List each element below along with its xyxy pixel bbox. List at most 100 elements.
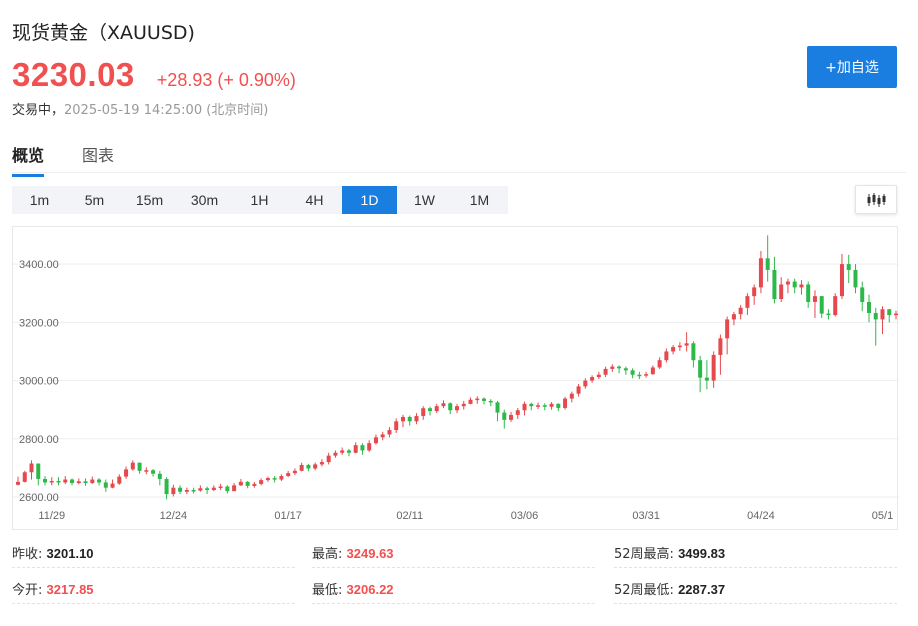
candle-body (171, 487, 176, 495)
candle-body (49, 480, 54, 483)
candle-body (29, 463, 34, 473)
candle-body (455, 406, 459, 411)
period-selector: 1m 5m 15m 30m 1H 4H 1D 1W 1M (12, 186, 508, 214)
price-chart[interactable]: 2600.00 2800.00 3000.00 3200.00 3400.00 11/29… (12, 226, 899, 530)
candle-body (56, 480, 61, 483)
tabs-divider (12, 172, 906, 173)
candle-body (738, 307, 743, 315)
candle-body (299, 464, 304, 471)
candlestick-chart: 2600.00 2800.00 3000.00 3200.00 3400.00 11/29… (13, 235, 899, 522)
candle-body (137, 462, 142, 471)
y-tick-label: 3400.00 (19, 259, 59, 271)
candle-body (360, 445, 365, 451)
x-tick-label: 03/31 (632, 510, 660, 522)
candle-body (43, 478, 48, 483)
candle-body (36, 463, 41, 479)
candle-body (407, 416, 412, 422)
candle-body (799, 284, 804, 288)
candle-body (340, 450, 345, 453)
trading-state: 交易中， (12, 103, 65, 118)
candle-body (684, 343, 689, 346)
stat-value: 2287.37 (678, 582, 726, 597)
candle-body (333, 452, 338, 456)
candle-body (90, 479, 95, 484)
candle-body (785, 281, 790, 285)
period-5m[interactable]: 5m (84, 192, 105, 208)
tab-overview[interactable]: 概览 (12, 142, 45, 177)
candle-body (819, 296, 824, 314)
candle-body (22, 472, 27, 482)
candle-body (265, 478, 270, 481)
candle-body (779, 284, 784, 300)
candle-body (245, 481, 250, 486)
candle-body (650, 367, 655, 375)
candle-body (313, 464, 318, 469)
candle-body (252, 483, 257, 486)
chart-type-button[interactable] (855, 185, 897, 214)
candle-body (164, 478, 169, 495)
candle-body (448, 403, 453, 411)
candle-body (475, 398, 480, 401)
candle-body (887, 309, 892, 316)
candle-body (259, 480, 264, 484)
candle-body (286, 473, 291, 477)
period-1m[interactable]: 1m (29, 192, 50, 208)
period-1d[interactable]: 1D (342, 186, 397, 214)
candle-body (806, 284, 811, 302)
candle-body (617, 366, 622, 369)
candle-body (671, 347, 676, 352)
candle-body (124, 469, 129, 477)
candle-body (752, 287, 757, 297)
period-1w[interactable]: 1W (414, 192, 435, 208)
candle-body (698, 360, 703, 378)
candle-body (97, 479, 102, 483)
price-change: +28.93 (+ 0.90%) (156, 70, 296, 90)
candle-body (846, 264, 851, 270)
candle-body (873, 313, 878, 320)
period-30m[interactable]: 30m (190, 192, 219, 208)
candle-body (556, 403, 561, 408)
candle-body (232, 485, 237, 492)
period-4h[interactable]: 4H (305, 192, 324, 208)
candle-body (205, 488, 210, 491)
candle-body (610, 366, 615, 369)
candle-body (522, 403, 527, 411)
candle-body (394, 421, 399, 431)
period-1mo[interactable]: 1M (469, 192, 490, 208)
y-tick-label: 3000.00 (19, 376, 59, 388)
candle-body (488, 400, 493, 403)
candle-body (596, 374, 601, 378)
candle-body (569, 393, 574, 399)
stat-high: 最高: 3249.63 (312, 540, 595, 568)
candle-body (157, 473, 162, 479)
candle-body (515, 410, 520, 415)
candle-body (225, 486, 230, 492)
y-tick-label: 2800.00 (19, 434, 59, 446)
add-to-watchlist-button[interactable]: +加自选 (807, 46, 897, 88)
candle-body (110, 483, 115, 488)
stat-52w-high: 52周最高: 3499.83 (614, 540, 897, 568)
candle-body (894, 313, 898, 316)
candle-body (792, 281, 797, 288)
candle-body (637, 374, 642, 377)
stat-low: 最低: 3206.22 (312, 576, 595, 604)
candle-body (83, 481, 88, 484)
period-1h[interactable]: 1H (250, 192, 269, 208)
candle-body (576, 386, 581, 394)
period-15m[interactable]: 15m (135, 192, 164, 208)
x-tick-label: 05/1 (872, 510, 893, 522)
candle-body (765, 258, 770, 270)
candle-body (414, 416, 419, 422)
candle-body (117, 476, 122, 484)
candle-body (711, 354, 716, 381)
candle-body (664, 351, 669, 361)
x-tick-label: 12/24 (160, 510, 188, 522)
candle-body (427, 408, 432, 412)
stat-52w-low: 52周最低: 2287.37 (614, 576, 897, 604)
stat-prev-close: 昨收: 3201.10 (12, 540, 295, 568)
stat-open: 今开: 3217.85 (12, 576, 295, 604)
candle-body (178, 487, 183, 492)
candle-body (400, 416, 405, 422)
stat-value: 3249.63 (346, 546, 394, 561)
tab-chart[interactable]: 图表 (82, 146, 115, 165)
